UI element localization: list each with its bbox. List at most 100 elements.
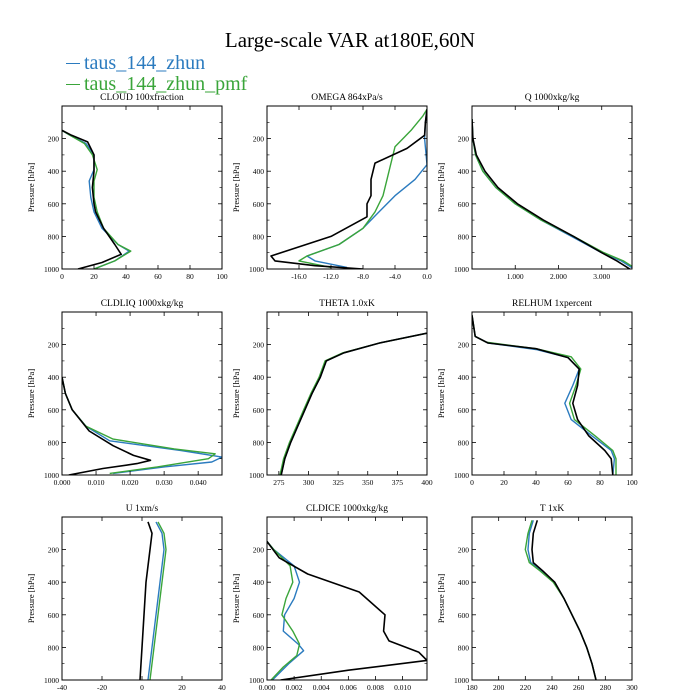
x-tick-label: 0.010 — [394, 683, 411, 692]
x-tick-label: 0.030 — [156, 478, 173, 487]
x-tick-label: 400 — [421, 478, 433, 487]
series-line — [524, 520, 597, 680]
legend-label: taus_144_zhun_pmf — [84, 73, 248, 95]
figure-title: Large-scale VAR at180E,60N — [224, 28, 476, 52]
y-tick-label: 1000 — [44, 265, 59, 274]
y-tick-label: 800 — [458, 232, 470, 241]
chart-panel: 1.000 2.000 3.000 200 400 600 800 1000 Q 1000xkg… — [436, 93, 633, 281]
x-tick-label: 0.010 — [88, 478, 105, 487]
series-line — [280, 332, 427, 475]
y-tick-label: 600 — [48, 406, 60, 415]
y-axis-label: Pressure [hPa] — [231, 163, 241, 213]
x-tick-label: 3.000 — [593, 272, 610, 281]
y-tick-label: 600 — [253, 406, 265, 415]
series-line — [62, 129, 132, 269]
y-tick-label: 200 — [458, 546, 470, 555]
y-tick-label: 1000 — [454, 676, 469, 685]
x-tick-label: 280 — [600, 683, 612, 692]
x-tick-label: 0.000 — [259, 683, 276, 692]
y-tick-label: 400 — [458, 373, 470, 382]
x-tick-label: 20 — [500, 478, 508, 487]
y-axis-label: Pressure [hPa] — [436, 574, 446, 624]
y-tick-label: 800 — [458, 438, 470, 447]
y-tick-label: 600 — [253, 200, 265, 209]
series-line — [267, 541, 305, 680]
legend-line-icon — [66, 83, 80, 85]
x-tick-label: 0 — [470, 478, 474, 487]
y-tick-label: 400 — [253, 578, 265, 587]
y-tick-label: 600 — [48, 200, 60, 209]
x-tick-label: 220 — [520, 683, 532, 692]
y-tick-label: 1000 — [249, 676, 264, 685]
chart-panel: -40 -20 0 20 40 200 400 600 800 1000 U 1xm/s Pressu… — [26, 504, 226, 692]
x-tick-label: -16.0 — [291, 272, 307, 281]
x-tick-label: 300 — [626, 683, 638, 692]
y-tick-label: 800 — [253, 438, 265, 447]
x-tick-label: 180 — [466, 683, 478, 692]
panel-title: Q 1000xkg/kg — [525, 93, 580, 103]
x-tick-label: 20 — [178, 683, 186, 692]
panel-title: THETA 1.0xK — [319, 299, 375, 309]
y-tick-label: 200 — [253, 546, 265, 555]
x-tick-label: 0.020 — [122, 478, 139, 487]
y-tick-label: 1000 — [454, 471, 469, 480]
x-tick-label: 60 — [154, 272, 162, 281]
x-tick-label: -8.0 — [357, 272, 369, 281]
series-line — [298, 108, 427, 269]
series-line — [527, 520, 597, 680]
x-tick-label: 325 — [332, 478, 344, 487]
y-tick-label: 200 — [48, 546, 60, 555]
y-tick-label: 600 — [48, 611, 60, 620]
x-tick-label: 2.000 — [550, 272, 567, 281]
plot-frame — [471, 516, 633, 681]
x-tick-label: 350 — [362, 478, 374, 487]
y-tick-label: 400 — [48, 373, 60, 382]
x-tick-label: -4.0 — [389, 272, 401, 281]
y-tick-label: 800 — [253, 232, 265, 241]
panel-title: CLDICE 1000xkg/kg — [306, 504, 388, 514]
plot-frame — [471, 311, 633, 476]
series-line — [147, 521, 165, 680]
y-axis-label: Pressure [hPa] — [231, 369, 241, 419]
y-axis-label: Pressure [hPa] — [436, 163, 446, 213]
plot-frame — [61, 105, 223, 270]
x-tick-label: 1.000 — [507, 272, 524, 281]
y-axis-label: Pressure [hPa] — [26, 163, 36, 213]
y-tick-label: 800 — [458, 643, 470, 652]
series-line — [472, 118, 632, 269]
y-tick-label: 1000 — [249, 471, 264, 480]
x-tick-label: 40 — [122, 272, 130, 281]
x-tick-label: 275 — [273, 478, 285, 487]
x-tick-label: 100 — [626, 478, 638, 487]
x-tick-label: 0 — [140, 683, 144, 692]
x-tick-label: 100 — [216, 272, 228, 281]
y-tick-label: 600 — [458, 200, 470, 209]
plot-frame — [61, 311, 223, 476]
y-tick-label: 1000 — [44, 676, 59, 685]
x-tick-label: 0.002 — [286, 683, 303, 692]
chart-panel: 0 20 40 60 80 100 200 400 600 800 1000 RELHUM 1xper… — [436, 299, 638, 487]
series-line — [270, 109, 427, 269]
x-tick-label: -40 — [57, 683, 67, 692]
series-line — [280, 332, 427, 475]
panel-title: OMEGA 864xPa/s — [311, 93, 383, 103]
x-tick-label: 40 — [218, 683, 226, 692]
y-tick-label: 800 — [48, 232, 60, 241]
x-tick-label: 20 — [90, 272, 98, 281]
x-tick-label: 0.0 — [422, 272, 432, 281]
series-line — [62, 129, 130, 269]
legend-entry-taus-144-zhun: taus_144_zhun — [66, 52, 205, 74]
panel-title: U 1xm/s — [126, 504, 159, 514]
chart-panel: -16.0 -12.0 -8.0 -4.0 0.0 200 400 600 800 1000 OME… — [231, 93, 432, 281]
x-tick-label: -20 — [97, 683, 107, 692]
x-tick-label: 240 — [546, 683, 558, 692]
y-tick-label: 400 — [48, 167, 60, 176]
x-tick-label: 0.000 — [54, 478, 71, 487]
plot-frame — [266, 105, 428, 270]
y-tick-label: 1000 — [454, 265, 469, 274]
y-axis-label: Pressure [hPa] — [26, 369, 36, 419]
series-line — [267, 541, 427, 680]
series-line — [472, 118, 632, 268]
x-tick-label: 0.006 — [340, 683, 357, 692]
legend-entry-taus-144-zhun-pmf: taus_144_zhun_pmf — [66, 73, 247, 95]
